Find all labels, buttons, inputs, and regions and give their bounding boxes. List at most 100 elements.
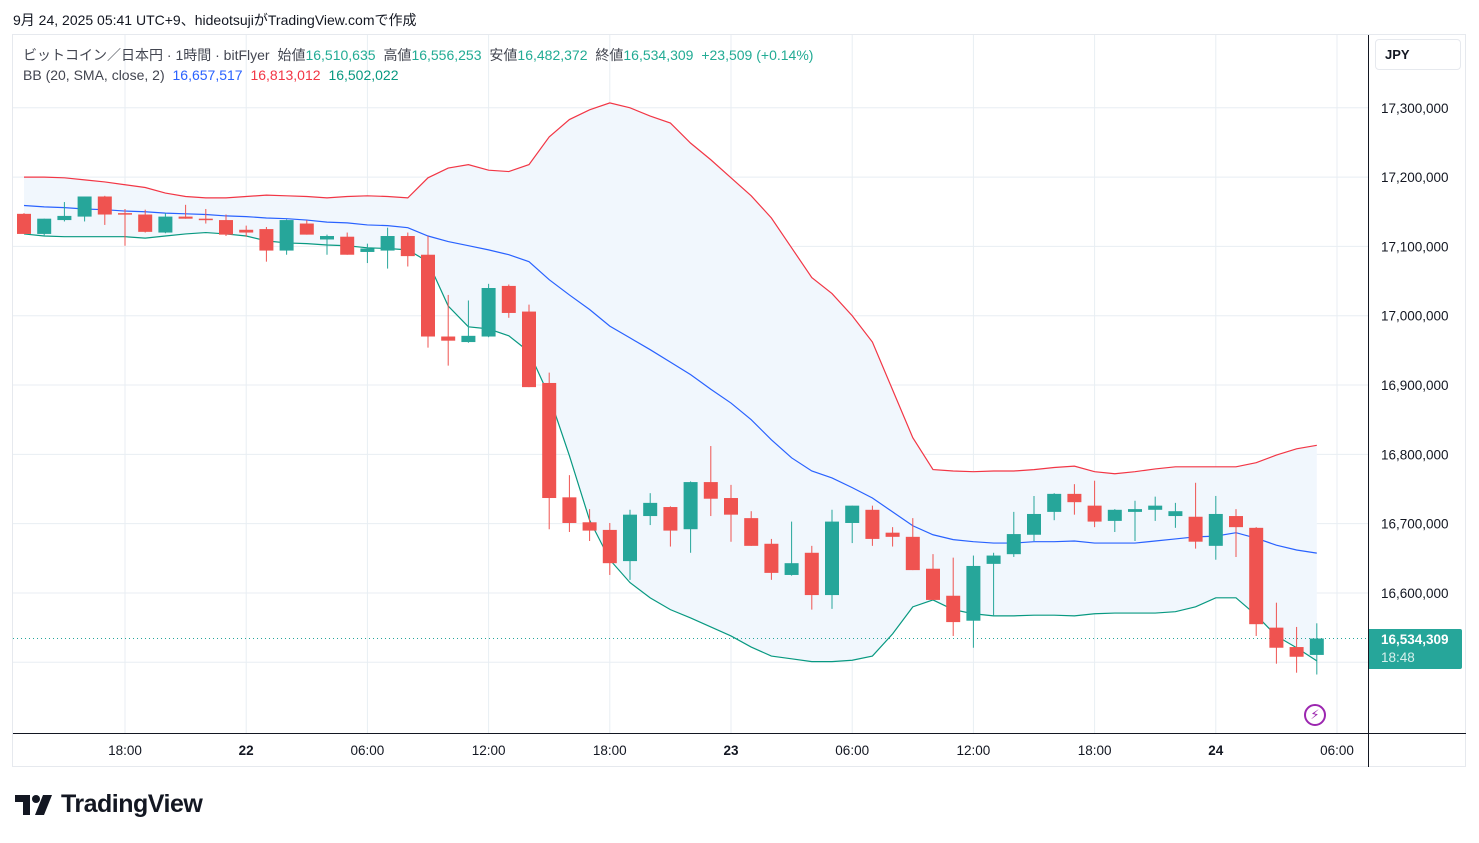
candle-down <box>764 543 779 573</box>
lightning-icon[interactable]: ⚡ <box>1304 704 1326 726</box>
candle-down <box>562 497 577 523</box>
bb-legend: BB (20, SMA, close, 2) 16,657,517 16,813… <box>23 67 403 83</box>
candle-up <box>825 521 839 596</box>
candle-down <box>1249 527 1264 625</box>
candle-down <box>400 236 415 257</box>
candle-up <box>57 215 72 221</box>
candle-up <box>643 502 658 517</box>
x-tick-label: 22 <box>239 743 254 758</box>
candle-down <box>178 216 193 219</box>
candle-up <box>1128 509 1142 512</box>
change-value: +23,509 (+0.14%) <box>701 47 814 63</box>
candle-down <box>118 213 132 215</box>
bb-basis-line <box>23 204 1317 554</box>
last-price-label: 16,534,309 18:48 <box>1369 629 1462 669</box>
candle-down <box>138 214 153 232</box>
symbol-legend: ビットコイン／日本円 · 1時間 · bitFlyer 始値16,510,635… <box>23 45 817 65</box>
low-label: 安値 <box>489 47 518 63</box>
candle-down <box>421 254 435 337</box>
candle-down <box>703 482 718 499</box>
candle-down <box>441 336 456 341</box>
y-tick-label: 17,200,000 <box>1381 170 1449 185</box>
y-tick-label: 16,900,000 <box>1381 378 1449 393</box>
high-value: 16,556,253 <box>411 47 482 63</box>
candle-down <box>1289 647 1304 657</box>
symbol-title[interactable]: ビットコイン／日本円 · 1時間 · bitFlyer <box>23 47 270 63</box>
candle-up <box>77 196 92 217</box>
y-tick-label: 17,000,000 <box>1381 309 1449 324</box>
bb-label[interactable]: BB (20, SMA, close, 2) <box>23 67 165 83</box>
candle-down <box>1229 516 1243 528</box>
y-tick-label: 17,300,000 <box>1381 101 1449 116</box>
candle-down <box>602 529 617 564</box>
candle-down <box>239 229 254 233</box>
x-tick-label: 23 <box>723 743 739 758</box>
candle-down <box>1269 627 1284 648</box>
candle-down <box>97 196 112 215</box>
candle-up <box>1006 534 1021 555</box>
candle-up <box>461 335 476 343</box>
close-label: 終値 <box>595 47 624 63</box>
candle-up <box>784 563 799 575</box>
bb-upper-value: 16,813,012 <box>250 67 321 83</box>
bb-band-fill <box>24 102 1317 662</box>
candle-down <box>724 498 738 515</box>
candle-down <box>804 552 819 596</box>
candle-down <box>542 382 557 499</box>
x-tick-label: 18:00 <box>593 743 627 758</box>
candle-up <box>1148 505 1163 510</box>
candle-up <box>966 565 981 621</box>
currency-button[interactable]: JPY <box>1375 39 1461 70</box>
candle-up <box>1027 513 1041 535</box>
candle-up <box>481 287 496 337</box>
candle-down <box>663 507 678 531</box>
candle-down <box>1188 516 1203 542</box>
candle-up <box>1208 513 1223 546</box>
candle-down <box>744 518 759 546</box>
y-tick-label: 16,600,000 <box>1381 586 1449 601</box>
candle-up <box>845 505 860 523</box>
x-tick-label: 12:00 <box>472 743 506 758</box>
bar-countdown: 18:48 <box>1381 650 1415 665</box>
candle-up <box>279 220 294 251</box>
candle-down <box>501 285 516 313</box>
tradingview-logo[interactable]: TradingView <box>15 790 203 819</box>
candle-down <box>340 236 355 255</box>
x-tick-label: 06:00 <box>1320 743 1354 758</box>
candle-down <box>946 595 961 623</box>
candle-up <box>380 236 395 251</box>
candle-down <box>905 536 920 571</box>
bb-upper-line <box>24 102 1317 475</box>
candle-up <box>1047 493 1062 512</box>
candle-down <box>1067 493 1082 503</box>
bb-basis-value: 16,657,517 <box>172 67 243 83</box>
y-tick-label: 17,100,000 <box>1381 239 1449 254</box>
candle-up <box>158 216 173 233</box>
candle-down <box>259 229 274 251</box>
candle-down <box>865 509 880 539</box>
x-tick-label: 18:00 <box>1078 743 1112 758</box>
x-tick-label: 24 <box>1208 743 1224 758</box>
x-tick-label: 06:00 <box>835 743 869 758</box>
bb-lower-line <box>23 231 1318 663</box>
y-tick-label: 16,800,000 <box>1381 447 1449 462</box>
candle-up <box>360 248 375 252</box>
candle-up <box>320 236 334 240</box>
y-tick-label: 16,700,000 <box>1381 517 1449 532</box>
candle-down <box>582 522 597 531</box>
bb-lower-value: 16,502,022 <box>328 67 399 83</box>
candle-up <box>986 555 1001 564</box>
tradingview-logo-icon <box>15 794 52 815</box>
candle-up <box>1168 511 1183 517</box>
last-price-value: 16,534,309 <box>1381 632 1449 647</box>
candle-down <box>198 218 213 221</box>
candle-down <box>885 532 900 537</box>
open-label: 始値 <box>277 47 306 63</box>
candle-down <box>926 568 940 600</box>
chart-caption: 9月 24, 2025 05:41 UTC+9、hideotsujiがTradi… <box>13 12 417 28</box>
candle-down <box>219 220 233 235</box>
candle-up <box>623 514 637 562</box>
candle-down <box>522 311 536 388</box>
candle-down <box>17 213 31 234</box>
